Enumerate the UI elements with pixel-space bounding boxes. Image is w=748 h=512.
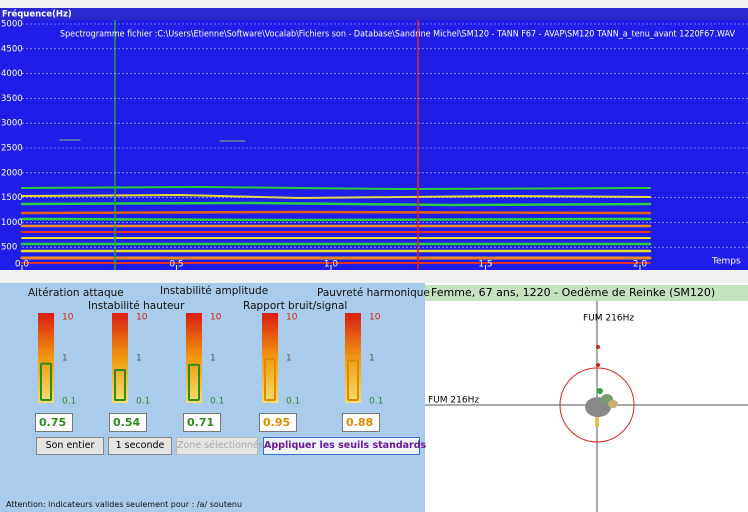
button[interactable]: Son entier <box>36 437 104 455</box>
indicator-value: 0.95 <box>259 413 297 432</box>
y-tick-label: 3000 <box>1 119 23 129</box>
y-tick-label: 4000 <box>1 69 23 79</box>
gauge-scale-label: 1 <box>136 354 142 364</box>
indicator-value: 0.88 <box>342 413 380 432</box>
y-tick-label: 500 <box>1 243 17 253</box>
gauge-scale-label: 10 <box>286 313 298 323</box>
indicator-label: Rapport bruit/signal <box>243 300 348 312</box>
indicator-value: 0.71 <box>183 413 221 432</box>
x-tick-label: 2.0 <box>633 260 648 270</box>
top-label: FUM 216Hz <box>583 314 634 324</box>
gauge-scale-label: 1 <box>369 354 375 364</box>
y-tick-label: 4500 <box>1 44 23 54</box>
gauge-scale-label: 1 <box>62 354 68 364</box>
gauge-scale-label: 0.1 <box>62 397 76 407</box>
y-tick-label: 1000 <box>1 218 23 228</box>
button: Zone sélectionnée <box>176 437 265 455</box>
gauge-level <box>40 362 52 402</box>
spectrogram-bands <box>20 139 652 264</box>
indicator-value: 0.75 <box>35 413 73 432</box>
y-tick-label: 2000 <box>1 168 23 178</box>
spectrogram: Fréquence(Hz) Spectrogramme fichier :C:\… <box>0 8 748 270</box>
gauge-scale-label: 10 <box>136 313 148 323</box>
note: Attention: indicateurs valides seulement… <box>6 500 243 509</box>
gauge-scale-label: 1 <box>286 354 292 364</box>
gauge-level <box>188 363 200 401</box>
x-tick-label: 0.0 <box>15 260 30 270</box>
plot-panel <box>425 283 748 512</box>
button[interactable]: 1 seconde <box>108 437 172 455</box>
point <box>596 345 600 349</box>
x-tick-label: 0.5 <box>169 260 183 270</box>
left-label: FUM 216Hz <box>428 396 479 406</box>
indicator-label: Instabilité amplitude <box>160 285 269 297</box>
gauge-scale-label: 0.1 <box>136 397 150 407</box>
spectrogram-bg <box>0 8 748 270</box>
gauge-scale-label: 10 <box>62 313 74 323</box>
gauge-scale-label: 0.1 <box>369 397 383 407</box>
gauge-scale-label: 0.1 <box>286 397 300 407</box>
gauge-level <box>264 358 276 402</box>
gauge-scale-label: 10 <box>210 313 222 323</box>
y-tick-label: 1500 <box>1 193 23 203</box>
gauge-scale-label: 10 <box>369 313 381 323</box>
title-strip <box>0 8 748 20</box>
indicator-label: Altération attaque <box>28 287 124 299</box>
gauge-level <box>114 369 126 402</box>
gauge-level <box>347 359 359 402</box>
indicator-label: Pauvreté harmonique <box>317 287 430 299</box>
y-tick-label: 3500 <box>1 94 23 104</box>
x-tick-label: 1.0 <box>324 260 339 270</box>
plot-header: Femme, 67 ans, 1220 - Oedème de Reinke (… <box>425 285 748 301</box>
threshold-circle <box>559 367 635 443</box>
indicator-value: 0.54 <box>109 413 147 432</box>
point-cluster <box>585 388 618 427</box>
y-tick-label: 5000 <box>1 20 23 30</box>
button[interactable]: Appliquer les seuils standards <box>263 437 426 455</box>
point <box>596 363 600 367</box>
gauges: 10 1 0.1 10 1 0.1 10 1 0.1 10 1 0.1 10 1 0.1 <box>38 313 383 407</box>
gauge-scale-label: 1 <box>210 354 216 364</box>
y-tick-label: 2500 <box>1 144 23 154</box>
x-axis-label: Temps <box>711 257 741 267</box>
gauge-scale-label: 0.1 <box>210 397 224 407</box>
voice-plot: FUM 216Hz FUM 216Hz <box>425 301 748 512</box>
axis-title: Fréquence(Hz) <box>2 9 72 20</box>
x-tick-label: 1.5 <box>478 260 492 270</box>
indicator-label: Instabilité hauteur <box>88 300 185 312</box>
spectrogram-title: Spectrogramme fichier :C:\Users\Etienne\… <box>60 30 736 40</box>
